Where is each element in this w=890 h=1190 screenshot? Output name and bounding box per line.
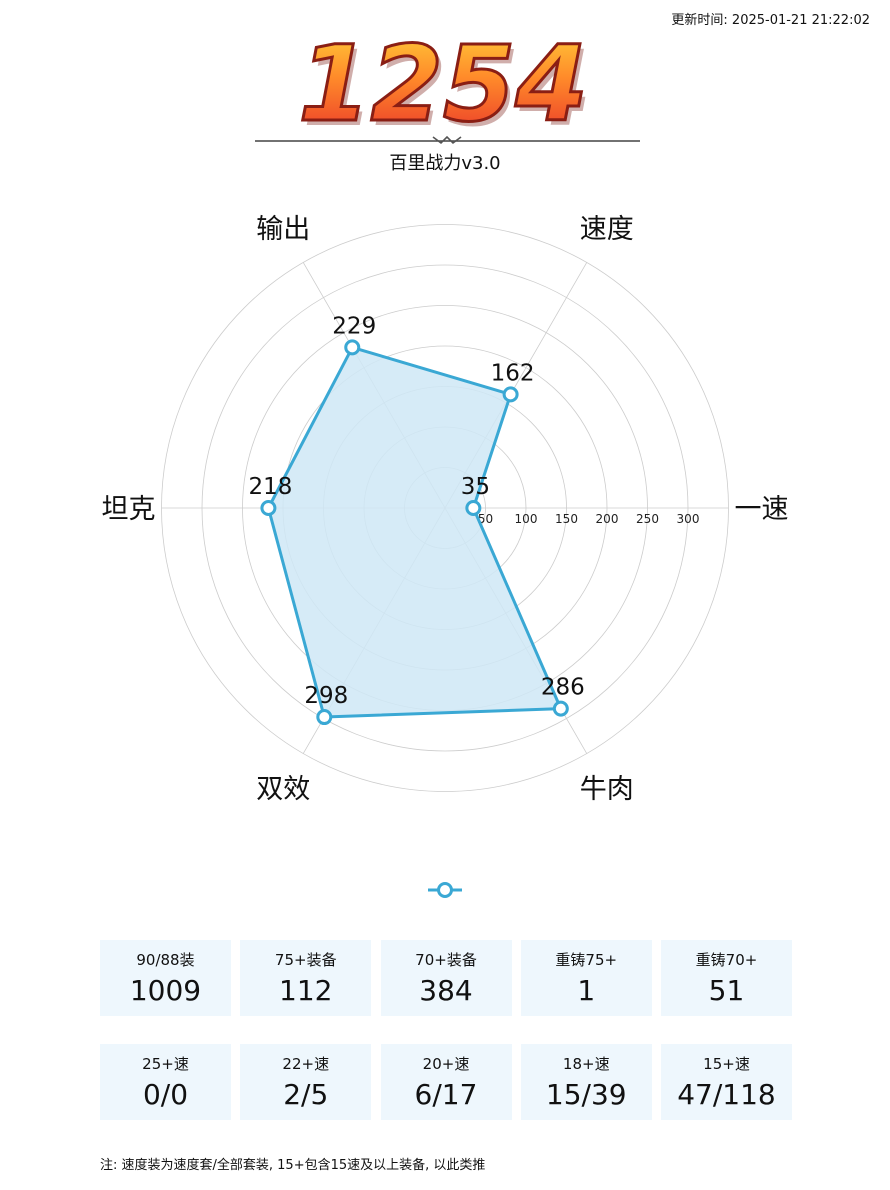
- stat-card: 25+速 0/0: [100, 1044, 231, 1120]
- radar-r-ticks: 50 100 150 200 250 300: [478, 512, 700, 526]
- score-graphic: 1254 1254: [297, 22, 592, 142]
- stat-value: 51: [708, 974, 745, 1007]
- stat-label: 70+装备: [415, 951, 477, 969]
- radar-data-point: [465, 500, 482, 516]
- stats-row-gear: 90/88装 1009 75+装备 112 70+装备 384 重铸75+ 1 重铸70+ 51: [100, 940, 792, 1016]
- stat-label: 15+速: [703, 1055, 750, 1073]
- stat-value: 1: [577, 974, 596, 1007]
- radar-axis-label: 速度: [580, 214, 634, 245]
- radar-r-tick-label: 250: [636, 512, 659, 526]
- stat-card: 20+速 6/17: [380, 1044, 512, 1120]
- stat-label: 22+速: [282, 1055, 330, 1073]
- stat-card: 重铸75+ 1: [520, 940, 652, 1016]
- radar-data-point: [344, 339, 361, 356]
- stat-card: 18+速 15/39: [520, 1044, 652, 1120]
- stat-label: 75+装备: [274, 951, 337, 969]
- stat-card: 15+速 47/118: [661, 1044, 792, 1120]
- radar-data-label: 286: [541, 675, 585, 701]
- stat-label: 90/88装: [136, 951, 195, 969]
- radar-series: 35 162 229 218 298 286: [248, 313, 585, 726]
- stat-card: 90/88装 1009: [100, 940, 231, 1016]
- stat-value: 384: [419, 974, 473, 1007]
- radar-data-point: [502, 386, 519, 403]
- radar-r-tick-label: 100: [515, 512, 538, 526]
- radar-r-tick-label: 150: [555, 512, 578, 526]
- update-timestamp: 更新时间: 2025-01-21 21:22:02: [671, 13, 870, 28]
- score-value: 1254: [298, 23, 587, 142]
- stat-label: 25+速: [142, 1055, 189, 1073]
- radar-r-tick-label: 200: [596, 512, 619, 526]
- radar-data-label: 162: [491, 360, 535, 386]
- stat-label: 18+速: [562, 1055, 610, 1073]
- stat-label: 重铸70+: [695, 951, 758, 969]
- radar-axis-label: 一速: [735, 494, 789, 525]
- score-banner: 1254 1254: [0, 22, 890, 142]
- stat-value: 0/0: [142, 1078, 189, 1111]
- radar-r-tick-label: 300: [677, 512, 700, 526]
- stat-value: 1009: [129, 974, 202, 1007]
- page-subtitle: 百里战力v3.0: [389, 153, 501, 174]
- stat-card: 75+装备 112: [240, 940, 372, 1016]
- stat-label: 20+速: [422, 1055, 470, 1073]
- title-divider: [255, 135, 640, 145]
- footnote: 注: 速度装为速度套/全部套装, 15+包含15速及以上装备, 以此类推: [100, 1158, 486, 1173]
- legend-dot: [437, 882, 453, 898]
- stat-value: 15/39: [545, 1078, 627, 1111]
- divider-ornament-icon: [432, 135, 462, 145]
- radar-data-label: 35: [461, 474, 490, 500]
- stat-value: 47/118: [677, 1078, 776, 1111]
- stat-card: 70+装备 384: [380, 940, 512, 1016]
- radar-series-area: [266, 345, 563, 719]
- radar-axis-label: 牛肉: [580, 774, 634, 805]
- legend-marker: [428, 882, 462, 898]
- stats-row-speed: 25+速 0/0 22+速 2/5 20+速 6/17 18+速 15/39 15+速 47/11…: [100, 1044, 792, 1120]
- stat-card: 22+速 2/5: [240, 1044, 372, 1120]
- stat-label: 重铸75+: [555, 951, 618, 969]
- score-shadow: 1254: [302, 28, 591, 142]
- stat-value: 6/17: [414, 1078, 478, 1111]
- stat-card: 重铸70+ 51: [661, 940, 792, 1016]
- stat-value: 112: [279, 974, 333, 1007]
- radar-axis-label: 坦克: [102, 494, 156, 525]
- radar-axis-label: 双效: [256, 774, 310, 805]
- radar-data-point: [316, 709, 333, 726]
- radar-axis-label: 输出: [256, 214, 310, 245]
- radar-data-point: [260, 500, 277, 516]
- radar-data-label: 298: [304, 683, 348, 709]
- stat-value: 2/5: [283, 1078, 329, 1111]
- radar-data-label: 229: [332, 313, 376, 339]
- radar-data-label: 218: [248, 474, 292, 500]
- stats-panel: 90/88装 1009 75+装备 112 70+装备 384 重铸75+ 1 重铸70+ 51 …: [100, 940, 792, 1148]
- radar-data-point: [552, 700, 569, 717]
- radar-r-tick-label: 50: [478, 512, 493, 526]
